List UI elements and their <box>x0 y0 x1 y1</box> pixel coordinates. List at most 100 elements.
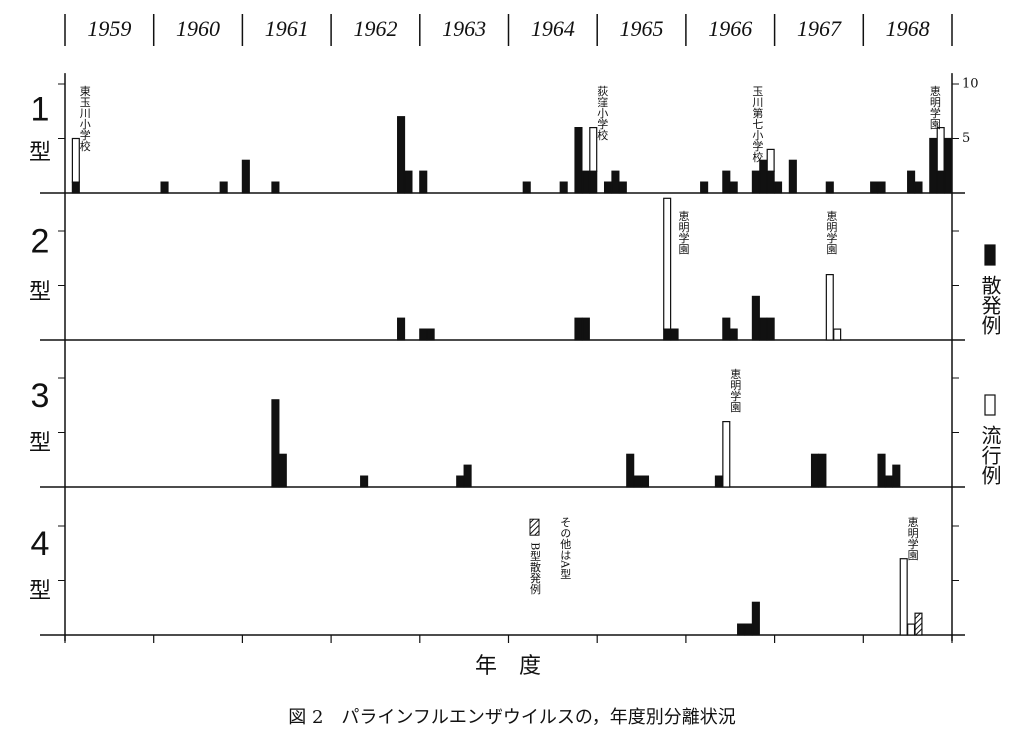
bar <box>271 399 280 488</box>
bar <box>71 137 80 183</box>
bar <box>581 170 590 194</box>
bar <box>463 464 472 488</box>
bar <box>825 274 834 341</box>
bar <box>663 197 672 330</box>
year-label: 1966 <box>708 16 752 41</box>
bar <box>810 453 820 488</box>
bar <box>729 181 738 194</box>
bar <box>160 181 169 194</box>
bar <box>877 453 886 488</box>
bar <box>729 328 738 341</box>
bar <box>574 317 583 341</box>
bar <box>884 475 893 488</box>
bar <box>397 116 406 194</box>
bar <box>456 475 465 488</box>
year-label: 1960 <box>176 16 220 41</box>
bar <box>737 623 746 636</box>
panel-label-suffix: 型 <box>29 431 51 456</box>
legend-label: 散発例 <box>978 275 1002 335</box>
legend-swatch <box>984 244 996 266</box>
bar <box>751 295 760 341</box>
bar <box>907 623 916 636</box>
bar <box>751 170 760 194</box>
bar <box>603 181 613 194</box>
legend-swatch <box>529 518 540 536</box>
panel-label-suffix: 型 <box>29 140 51 165</box>
bar <box>700 181 709 194</box>
bar <box>773 181 783 194</box>
bar <box>870 181 879 194</box>
bar <box>833 328 842 341</box>
year-label: 1964 <box>531 16 575 41</box>
bar <box>219 181 228 194</box>
bar <box>426 328 435 341</box>
bar <box>722 421 731 488</box>
bar <box>71 181 80 194</box>
bar <box>759 317 768 341</box>
x-axis-label: 年 度 <box>475 654 541 679</box>
bar <box>574 126 583 194</box>
caption: 図 2 パラインフルエンザウイルスの，年度別分離状況 <box>288 707 736 728</box>
bar <box>633 475 642 488</box>
bar <box>744 623 753 636</box>
bar <box>944 137 953 194</box>
bar <box>241 159 250 194</box>
bar <box>419 328 428 341</box>
bar <box>670 328 679 341</box>
bar <box>581 317 590 341</box>
bar <box>936 170 945 194</box>
legend-label: B型散発例 <box>529 542 542 594</box>
bar <box>766 170 775 194</box>
bar <box>640 475 650 488</box>
y-tick-label: 10 <box>962 77 979 92</box>
bar <box>936 126 945 172</box>
bar <box>722 317 731 341</box>
bar <box>914 181 923 194</box>
year-label: 1963 <box>442 16 486 41</box>
panel-label-suffix: 型 <box>29 579 51 604</box>
bar <box>522 181 531 194</box>
bar <box>892 464 901 488</box>
year-label: 1959 <box>87 16 131 41</box>
bar <box>722 170 731 194</box>
bar <box>907 170 916 194</box>
bar <box>589 126 598 172</box>
y-tick-label: 5 <box>962 131 970 146</box>
panel-label: 4 <box>31 525 50 563</box>
legend-label: 流行例 <box>978 425 1002 485</box>
panel-label-suffix: 型 <box>29 280 51 305</box>
bar <box>360 475 369 488</box>
bar <box>714 475 723 488</box>
bar <box>419 170 428 194</box>
bar <box>825 181 834 194</box>
legend-swatch <box>984 394 996 416</box>
bar <box>271 181 280 194</box>
panel-label: 3 <box>31 377 50 415</box>
annotation: 恵明学園 <box>928 84 941 130</box>
annotation: 恵明学園 <box>729 367 742 413</box>
year-label: 1968 <box>886 16 930 41</box>
annotation: その他はA型 <box>559 516 572 579</box>
bar <box>788 159 797 194</box>
bar <box>899 558 908 636</box>
year-label: 1961 <box>265 16 309 41</box>
bar <box>877 181 886 194</box>
annotation: 恵明学園 <box>825 209 838 255</box>
panel-label: 1 <box>31 90 50 128</box>
bar <box>929 137 938 194</box>
bar <box>589 170 598 194</box>
bar <box>559 181 568 194</box>
annotation: 荻窪小学校 <box>596 85 609 141</box>
annotation: 東玉川小学校 <box>78 85 91 152</box>
bar <box>397 317 406 341</box>
bar <box>626 453 635 488</box>
annotation: 恵明学園 <box>677 209 690 255</box>
bar <box>766 148 775 172</box>
year-label: 1965 <box>620 16 664 41</box>
bar <box>818 453 827 488</box>
bar <box>914 612 923 636</box>
annotation: 恵明学園 <box>906 515 919 561</box>
bar <box>611 170 620 194</box>
panel-label: 2 <box>31 223 50 261</box>
